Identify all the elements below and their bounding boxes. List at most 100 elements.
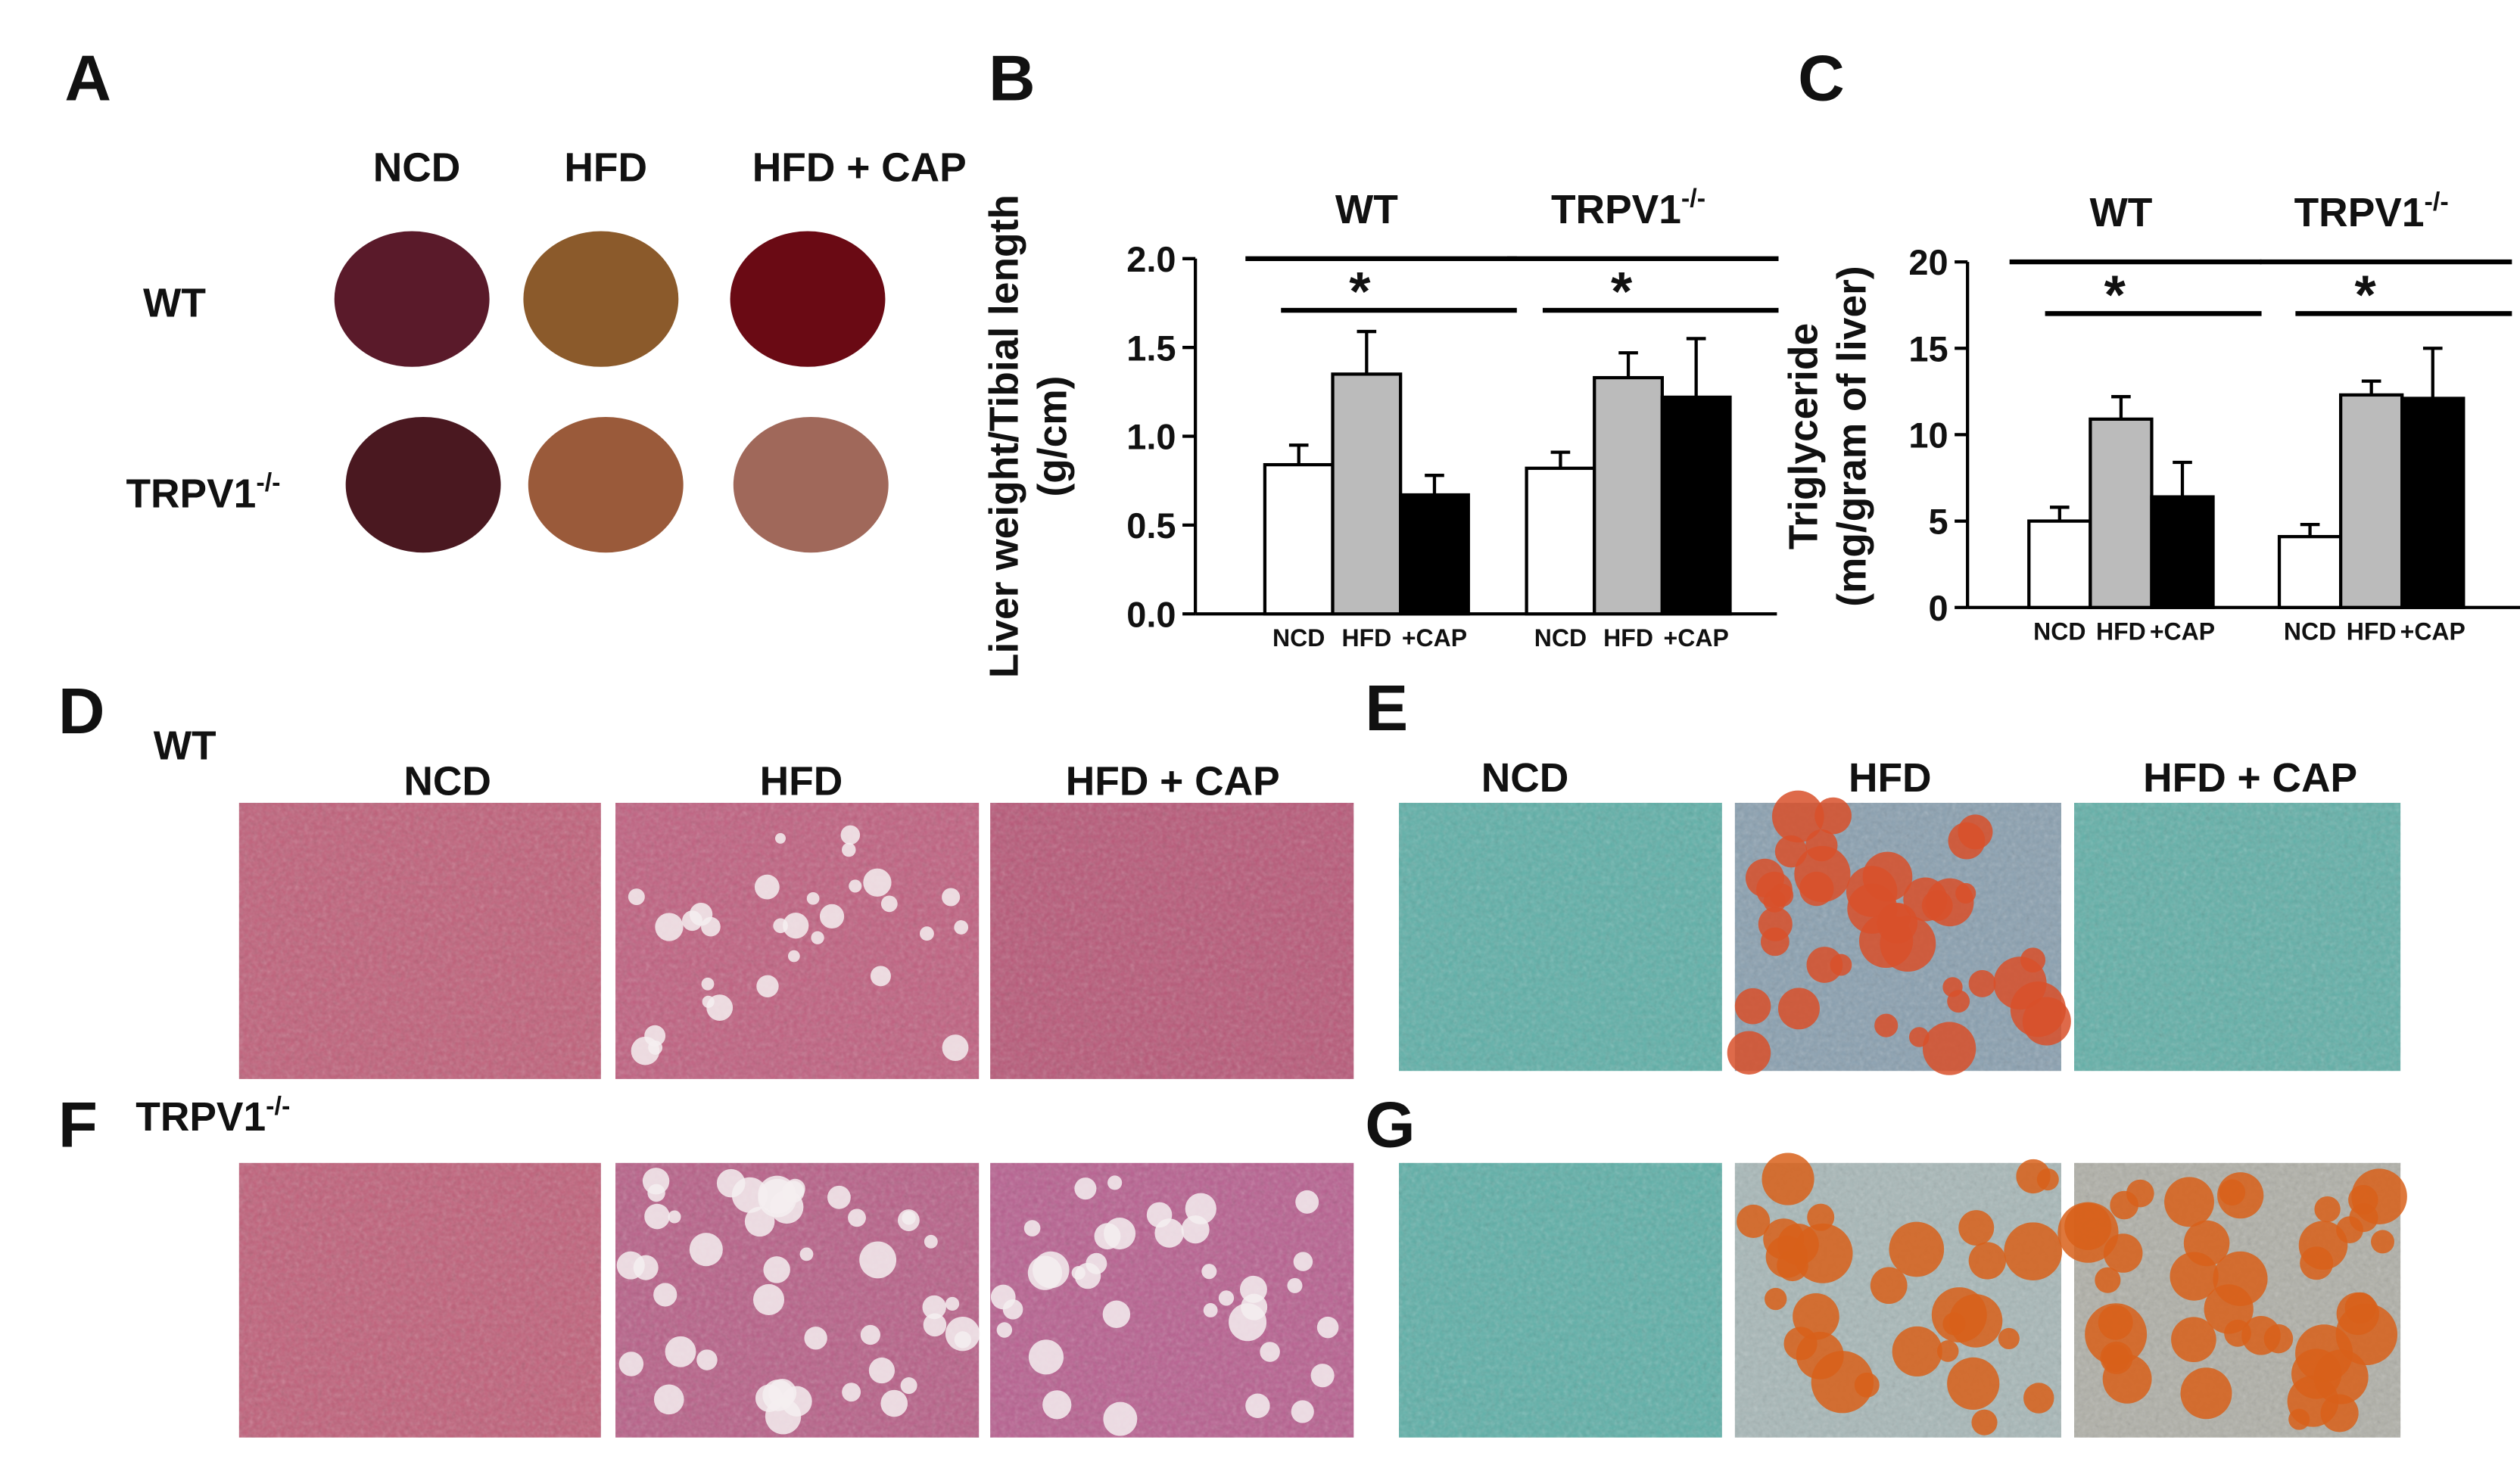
micrograph-feature: [1760, 927, 1790, 957]
micrograph-texture: [615, 802, 980, 1079]
micrograph-feature: [1071, 1266, 1086, 1280]
error-bar: [1357, 329, 1377, 375]
category-label: NCD: [2033, 617, 2085, 645]
micrograph-feature: [633, 1255, 659, 1280]
micrograph-feature: [2171, 1317, 2216, 1363]
category-label: HFD: [2096, 617, 2146, 645]
micrograph-feature: [880, 1389, 908, 1417]
micrograph-feature: [2170, 1252, 2219, 1301]
micrograph-feature: [744, 1206, 775, 1237]
micrograph-feature: [897, 1209, 920, 1231]
micrograph-texture: [238, 1162, 601, 1438]
column-label: HFD: [564, 145, 647, 190]
micrograph-feature: [1765, 1287, 1787, 1311]
micrograph-feature: [1094, 1223, 1121, 1250]
micrograph-feature: [1958, 814, 1993, 850]
group-label: WT: [2089, 191, 2152, 235]
micrograph-feature: [653, 1283, 678, 1307]
micrograph-feature: [842, 842, 856, 857]
organ-photo: [523, 231, 679, 367]
y-tick-label: 5: [1928, 502, 1948, 542]
superscript: -/-: [1681, 185, 1705, 213]
micrograph-feature: [2095, 1267, 2121, 1293]
micrograph-feature: [1086, 1252, 1107, 1274]
micrograph-feature: [1241, 1293, 1268, 1320]
micrograph-feature: [648, 1040, 663, 1055]
column-label: HFD + CAP: [1066, 759, 1280, 804]
significance-mark: *: [2354, 264, 2376, 325]
micrograph-feature: [787, 950, 800, 963]
error-bar: [2173, 460, 2192, 497]
bar: [2277, 534, 2343, 609]
micrograph-feature: [954, 1331, 972, 1348]
group-label: TRPV1-/-: [1551, 185, 1705, 232]
micrograph-feature: [2110, 1190, 2139, 1220]
micrograph-feature: [628, 888, 645, 906]
micrograph-feature: [848, 1208, 866, 1227]
micrograph-feature: [842, 1383, 861, 1402]
micrograph-feature: [653, 1384, 684, 1415]
micrograph-feature: [1874, 1013, 1899, 1037]
bar: [1525, 466, 1596, 616]
bar: [1660, 395, 1732, 616]
micrograph-feature: [668, 1210, 681, 1224]
micrograph-feature: [954, 920, 969, 935]
superscript: -/-: [2425, 188, 2449, 216]
micrograph-feature: [647, 1184, 665, 1202]
bar: [1593, 375, 1664, 616]
y-tick-label: 1.0: [1126, 418, 1176, 457]
micrograph-feature: [1942, 1312, 1966, 1336]
organ-photo: [334, 231, 490, 367]
significance-mark: *: [2104, 264, 2126, 325]
micrograph-feature: [2241, 1316, 2281, 1355]
micrograph-feature: [752, 1283, 785, 1315]
micrograph-feature: [920, 926, 934, 941]
micrograph-feature: [1777, 988, 1820, 1030]
column-label: NCD: [403, 759, 491, 804]
micrograph-feature: [2371, 1230, 2395, 1254]
superscript: -/-: [266, 1092, 290, 1121]
row-label: WT: [143, 282, 206, 326]
category-label: HFD: [1603, 624, 1653, 652]
micrograph-feature: [1783, 1327, 1818, 1361]
significance-mark: *: [1349, 261, 1371, 322]
organ-photo: [730, 231, 886, 367]
micrograph-feature: [1811, 1351, 1874, 1414]
row-label: WT: [154, 723, 216, 768]
micrograph-feature: [1107, 1175, 1123, 1190]
micrograph-feature: [1958, 1210, 1995, 1246]
category-label: NCD: [1534, 624, 1587, 652]
micrograph-feature: [1993, 957, 2047, 1010]
micrograph-feature: [783, 913, 809, 939]
micrograph-feature: [1903, 877, 1948, 922]
micrograph-feature: [1908, 1027, 1930, 1047]
micrograph-feature: [1771, 790, 1824, 843]
micrograph-feature: [942, 888, 961, 907]
micrograph-feature: [1146, 1202, 1173, 1228]
micrograph-feature: [1807, 1203, 1835, 1231]
micrograph-feature: [2219, 1179, 2246, 1206]
column-label: NCD: [1481, 756, 1569, 801]
micrograph-feature: [1955, 882, 1976, 904]
micrograph-feature: [1971, 1409, 1998, 1436]
micrograph-feature: [880, 895, 898, 913]
micrograph-feature: [1291, 1400, 1314, 1423]
micrograph-feature: [1998, 1327, 2020, 1350]
micrograph-feature: [665, 1336, 696, 1367]
micrograph-feature: [1260, 1342, 1280, 1362]
micrograph-feature: [2335, 1303, 2398, 1366]
label: TRPV1: [1551, 188, 1681, 232]
micrograph-feature: [1201, 1264, 1217, 1280]
error-bar: [1618, 351, 1638, 378]
row-label: TRPV1-/-: [136, 1092, 290, 1140]
organ-photo: [528, 416, 684, 553]
group-label: TRPV1-/-: [2294, 188, 2449, 235]
y-axis-label: Liver weight/Tibial length: [982, 194, 1026, 678]
micrograph-feature: [942, 1034, 969, 1062]
bar: [2338, 393, 2404, 609]
column-label: NCD: [373, 145, 461, 190]
micrograph-feature: [1947, 990, 1970, 1013]
category-label: +CAP: [2400, 617, 2465, 645]
micrograph-feature: [1794, 845, 1851, 903]
